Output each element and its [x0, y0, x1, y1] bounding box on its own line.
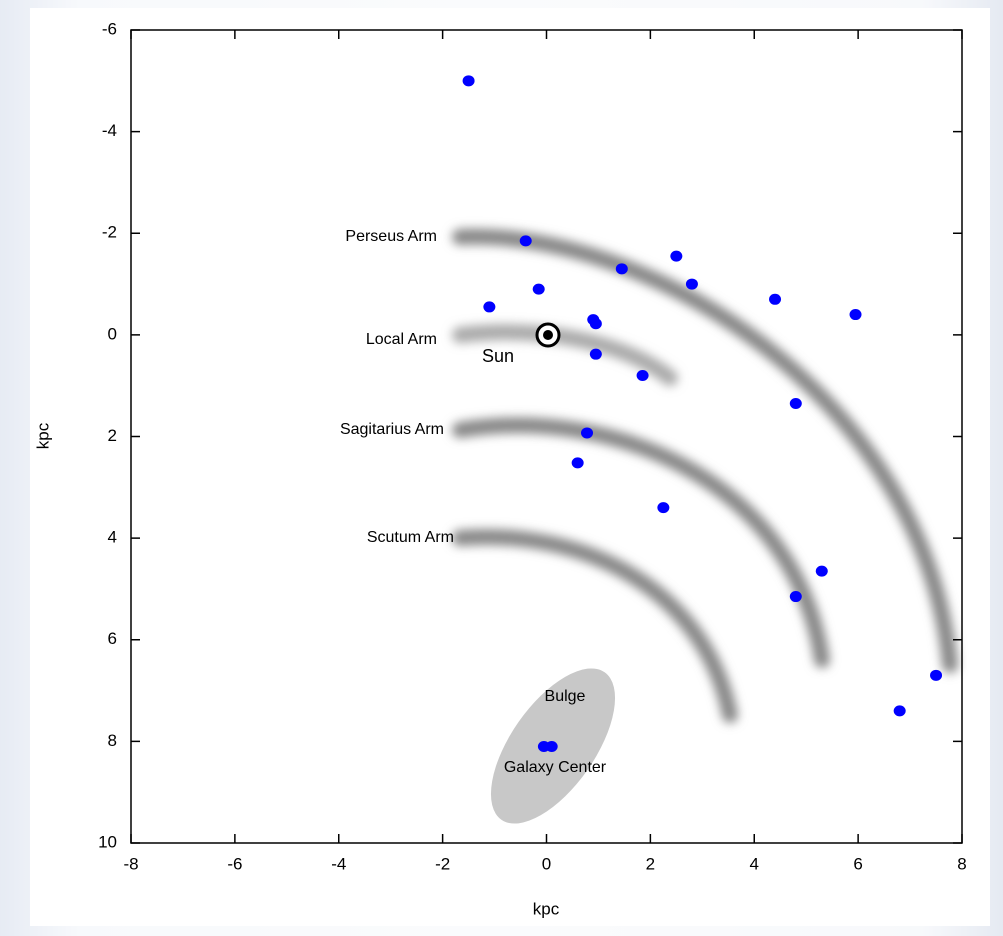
y-tick-label: -4 — [102, 121, 117, 140]
point — [589, 348, 602, 360]
point — [636, 370, 649, 382]
point — [615, 263, 628, 275]
x-tick-label: -4 — [331, 854, 346, 873]
x-tick-label: 0 — [542, 854, 551, 873]
point — [849, 309, 862, 321]
perseus-arm-shape — [452, 228, 958, 673]
annotation: Perseus Arm — [345, 228, 437, 245]
point — [789, 397, 802, 409]
point — [893, 705, 906, 717]
annotation: Sagitarius Arm — [340, 421, 444, 438]
x-axis-label: kpc — [533, 899, 560, 918]
x-tick-label: 2 — [646, 854, 655, 873]
point — [670, 250, 683, 262]
sun-symbol — [535, 322, 561, 348]
y-axis-label: kpc — [33, 422, 52, 449]
x-tick-label: -8 — [123, 854, 138, 873]
y-tick-label: -6 — [102, 19, 117, 38]
point — [657, 502, 670, 514]
point — [571, 457, 584, 469]
annotation: Galaxy Center — [504, 759, 607, 776]
x-tick-label: -2 — [435, 854, 450, 873]
scutum-arm-shape — [452, 529, 738, 723]
y-tick-label: -2 — [102, 223, 117, 242]
point — [589, 318, 602, 330]
y-tick-label: 6 — [108, 629, 117, 648]
point — [930, 669, 943, 681]
y-tick-label: 4 — [108, 528, 117, 547]
x-tick-label: 4 — [750, 854, 759, 873]
point — [519, 235, 532, 247]
y-tick-label: 8 — [108, 731, 117, 750]
annotation: Local Arm — [366, 331, 437, 348]
annotation: Bulge — [545, 688, 586, 705]
x-tick-label: 8 — [957, 854, 966, 873]
point — [815, 565, 828, 577]
sun-dot — [543, 330, 553, 340]
point — [789, 591, 802, 603]
local-arm-shape — [452, 324, 678, 386]
sagitarius-arm-shape — [452, 417, 830, 668]
point — [462, 75, 475, 87]
point — [532, 283, 545, 295]
point — [581, 427, 594, 439]
spiral-arms — [452, 228, 958, 723]
x-tick-label: 6 — [853, 854, 862, 873]
point — [545, 740, 558, 752]
y-tick-label: 0 — [108, 324, 117, 343]
point — [685, 278, 698, 290]
point — [769, 293, 782, 305]
y-tick-label: 2 — [108, 426, 117, 445]
annotation: Scutum Arm — [367, 529, 454, 546]
x-tick-label: -6 — [227, 854, 242, 873]
annotation: Sun — [482, 346, 514, 366]
y-tick-label: 10 — [98, 832, 117, 851]
point — [483, 301, 496, 313]
